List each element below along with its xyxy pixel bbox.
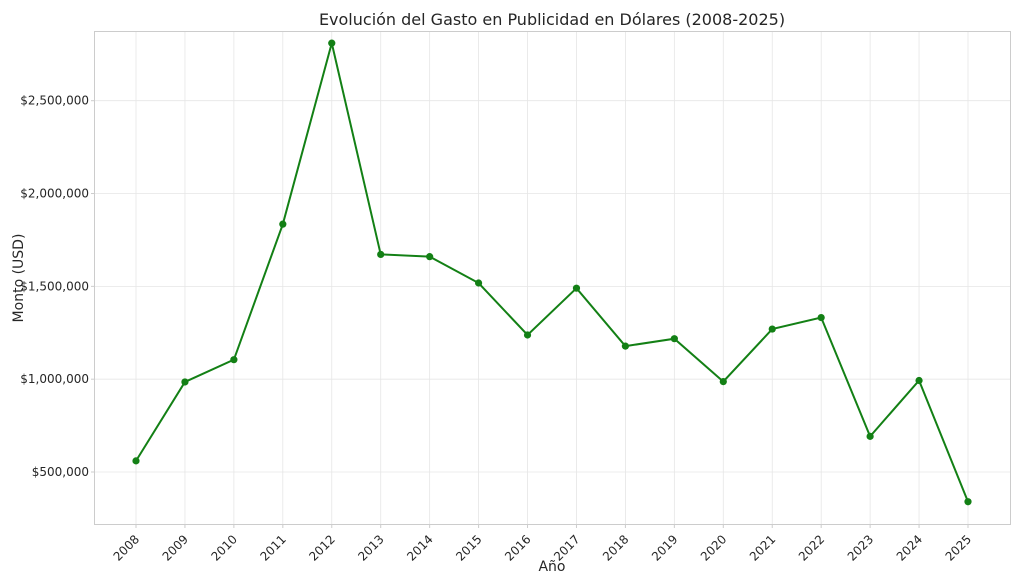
x-tick-label: 2021 (747, 532, 778, 563)
x-tick-label: 2008 (111, 532, 142, 563)
y-tick-label: $1,000,000 (20, 372, 89, 386)
x-tick-label: 2018 (600, 532, 631, 563)
x-tick-label: 2013 (355, 532, 386, 563)
y-tick-label: $2,500,000 (20, 94, 89, 108)
y-tick-label: $1,500,000 (20, 279, 89, 293)
chart-title: Evolución del Gasto en Publicidad en Dól… (319, 10, 785, 29)
data-point (181, 378, 189, 386)
y-axis-label: Monto (USD) (11, 234, 27, 323)
data-point (230, 356, 238, 364)
data-point (132, 457, 140, 465)
x-tick-label: 2011 (257, 532, 288, 563)
x-tick-label: 2009 (160, 532, 191, 563)
x-tick-label: 2014 (404, 532, 435, 563)
x-tick-label: 2019 (649, 532, 680, 563)
data-point (670, 335, 678, 343)
data-point (621, 342, 630, 350)
data-point (474, 279, 483, 287)
x-tick-label: 2015 (453, 532, 484, 563)
x-tick-label: 2010 (209, 532, 240, 563)
data-point (377, 250, 385, 259)
x-axis-label: Año (538, 559, 565, 575)
x-tick-label: 2020 (698, 532, 729, 563)
x-tick-label: 2025 (943, 532, 974, 563)
data-point (279, 220, 287, 228)
data-point (866, 432, 874, 440)
data-point (426, 253, 434, 261)
grid (95, 32, 1010, 524)
plot-frame (94, 31, 1011, 525)
x-tick-label: 2016 (502, 532, 533, 563)
y-tick-label: $2,000,000 (20, 187, 89, 201)
data-point (523, 331, 532, 339)
x-tick-label: 2023 (845, 532, 876, 563)
y-tick-label: $500,000 (32, 465, 89, 479)
data-point (964, 498, 972, 506)
data-point (915, 376, 923, 385)
series (132, 39, 972, 506)
x-tick-label: 2022 (796, 532, 827, 563)
x-tick-label: 2024 (894, 532, 925, 563)
data-point (817, 313, 825, 322)
axis-ticks: 2008 2009 2010 2011 2012 2013 2014 2015 2016 2017… (20, 94, 974, 564)
data-point (719, 377, 727, 386)
data-point (328, 39, 336, 47)
data-point (768, 325, 776, 333)
data-point (572, 284, 581, 292)
x-tick-label: 2012 (306, 532, 337, 563)
series-line (135, 42, 969, 503)
